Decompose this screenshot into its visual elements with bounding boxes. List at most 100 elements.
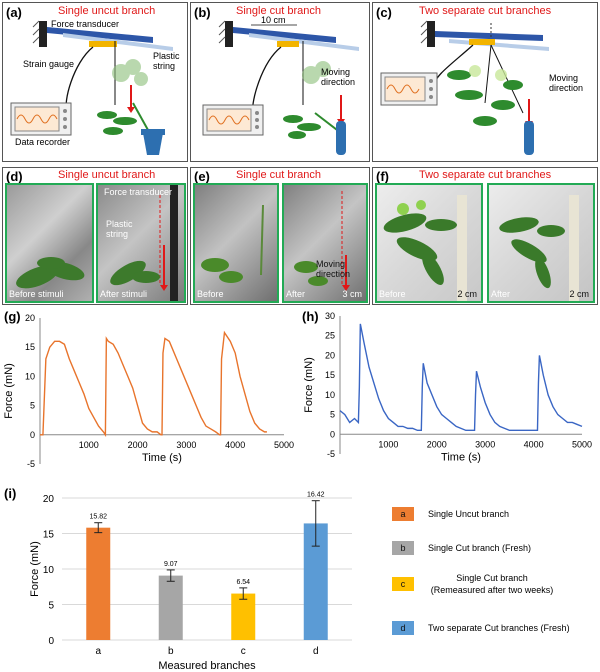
- chart-i-legend-label: Single Cut branch (Fresh): [428, 543, 531, 553]
- panel-a-label: (a): [6, 5, 22, 20]
- chart-i-legend-key: b: [400, 543, 405, 553]
- chart-g-y-axis-title: Force (mN): [3, 363, 15, 419]
- chart-g-series-line: [40, 330, 267, 438]
- chart-h-y-tick-label: 5: [330, 410, 335, 420]
- panel-e-title: Single cut branch: [236, 169, 321, 181]
- chart-i-legend-swatch: [392, 507, 414, 521]
- photo-e-after-caption: After: [286, 289, 306, 299]
- moving-direction-label: Moving direction: [321, 67, 356, 87]
- panel-c: (c) Two separate cut branches Moving dir…: [372, 2, 598, 162]
- plastic-string-photo-label: Plastic string: [106, 219, 133, 239]
- panel-e: (e) Single cut branch Before Moving dire…: [190, 167, 370, 305]
- chart-i-y-tick-label: 20: [43, 494, 55, 505]
- photo-f-after-caption: After: [491, 289, 511, 299]
- chart-i-legend-label: Single Uncut branch: [428, 509, 509, 519]
- chart-i-legend-key: a: [400, 509, 405, 519]
- photo-d-before-caption: Before stimuli: [9, 289, 64, 299]
- chart-i-y-tick-label: 5: [48, 601, 54, 612]
- photo-e-before-caption: Before: [197, 289, 224, 299]
- panel-e-label: (e): [194, 169, 210, 184]
- plant-photo-before-f: [383, 195, 467, 301]
- chart-i-y-axis-title: Force (mN): [29, 541, 41, 597]
- photo-e-after: Moving direction After 3 cm: [282, 183, 368, 303]
- chart-g: -5 0 5 10 15 20 1000 2000 3000 4000 5000 Time (s) Fo…: [3, 313, 294, 469]
- panel-b-title: Single cut branch: [236, 5, 321, 17]
- panel-i-label: (i): [4, 486, 17, 501]
- chart-g-y-tick-label: 15: [25, 342, 35, 352]
- panel-g-label: (g): [4, 309, 21, 324]
- data-recorder-label: Data recorder: [15, 137, 71, 147]
- chart-i-bar: [86, 527, 111, 640]
- chart-g-y-tick-label: 20: [25, 313, 35, 323]
- scale-bar-f1: 2 cm: [457, 289, 477, 299]
- panel-c-schematic: [380, 20, 549, 155]
- chart-i-legend-label: Single Cut branch: [456, 573, 528, 583]
- chart-g-y-tick-label: 5: [30, 401, 35, 411]
- force-transducer-photo-label: Force transducer: [104, 187, 173, 197]
- chart-i-y-tick-label: 15: [43, 530, 55, 541]
- chart-i-x-tick-label: a: [95, 646, 101, 657]
- plant-photo-after-e: [294, 191, 350, 291]
- chart-i-legend-key: c: [401, 579, 406, 589]
- chart-i-data-label: 15.82: [89, 514, 107, 521]
- chart-h-y-axis-title: Force (mN): [303, 357, 315, 413]
- chart-i-legend-key: d: [400, 623, 405, 633]
- chart-i-data-label: 16.42: [307, 492, 325, 499]
- plant-photo-before-d: [16, 257, 85, 289]
- panel-a-schematic: [10, 20, 173, 155]
- chart-g-y-tick-label: -5: [27, 459, 35, 469]
- chart-i-y-tick-label: 0: [48, 636, 54, 647]
- photo-f-before: Before 2 cm: [375, 183, 483, 303]
- photo-f-after: After 2 cm: [487, 183, 595, 303]
- chart-h-x-tick-label: 3000: [475, 439, 495, 449]
- chart-i-legend-swatch: [392, 577, 414, 591]
- photo-d-after: Force transducer Plastic string After st…: [96, 183, 186, 303]
- photo-d-before: Before stimuli: [5, 183, 94, 303]
- chart-i-x-tick-label: c: [241, 646, 246, 657]
- panel-f: (f) Two separate cut branches Before 2 c…: [372, 167, 598, 305]
- chart-h-y-tick-label: 10: [325, 390, 335, 400]
- plant-photo-before-e: [201, 204, 264, 283]
- panel-h-label: (h): [302, 309, 319, 324]
- plant-photo-after-d: [110, 185, 178, 301]
- chart-i-bar: [231, 593, 256, 640]
- moving-direction-photo-label: Moving direction: [316, 259, 351, 279]
- chart-h-x-axis-title: Time (s): [441, 451, 481, 463]
- chart-h-x-tick-label: 4000: [524, 439, 544, 449]
- chart-h-y-tick-label: 25: [325, 331, 335, 341]
- dimension-label: 10 cm: [261, 15, 286, 25]
- chart-h-y-tick-label: 30: [325, 311, 335, 321]
- chart-h-y-tick-label: 15: [325, 370, 335, 380]
- chart-h-x-tick-label: 2000: [427, 439, 447, 449]
- chart-g-y-tick-label: 10: [25, 371, 35, 381]
- chart-h-x-tick-label: 1000: [378, 439, 398, 449]
- chart-h-y-tick-label: 0: [330, 429, 335, 439]
- chart-g-y-tick-label: 0: [30, 430, 35, 440]
- chart-i: 0 5 10 15 20 15.82 a 9.07 b 6.54 c 16.42 d Measured b…: [29, 492, 570, 672]
- panel-b-schematic: [202, 20, 359, 155]
- chart-g-x-axis-title: Time (s): [142, 452, 182, 464]
- chart-i-legend-swatch: [392, 541, 414, 555]
- scale-bar-e: 3 cm: [342, 289, 362, 299]
- moving-direction-label-c: Moving direction: [549, 73, 584, 93]
- chart-i-bar: [158, 575, 183, 640]
- chart-i-legend-label: Two separate Cut branches (Fresh): [428, 623, 570, 633]
- chart-i-x-tick-label: d: [313, 646, 319, 657]
- photo-d-after-caption: After stimuli: [100, 289, 148, 299]
- panel-a-title: Single uncut branch: [58, 5, 156, 17]
- photo-f-before-caption: Before: [379, 289, 406, 299]
- force-transducer-label: Force transducer: [51, 19, 120, 29]
- panel-f-title: Two separate cut branches: [419, 169, 552, 181]
- chart-i-legend-label: (Remeasured after two weeks): [431, 585, 554, 595]
- panel-d: (d) Single uncut branch Before stimuli F…: [2, 167, 188, 305]
- chart-i-x-tick-label: b: [168, 646, 174, 657]
- chart-g-x-tick-label: 5000: [274, 440, 294, 450]
- strain-gauge-label: Strain gauge: [23, 59, 75, 69]
- chart-h-y-tick-label: 20: [325, 350, 335, 360]
- panel-b-label: (b): [194, 5, 211, 20]
- chart-h-series-line: [339, 323, 583, 432]
- panel-d-label: (d): [6, 169, 23, 184]
- scale-bar-f2: 2 cm: [569, 289, 589, 299]
- chart-i-x-axis-title: Measured branches: [158, 660, 256, 672]
- panel-c-label: (c): [376, 5, 392, 20]
